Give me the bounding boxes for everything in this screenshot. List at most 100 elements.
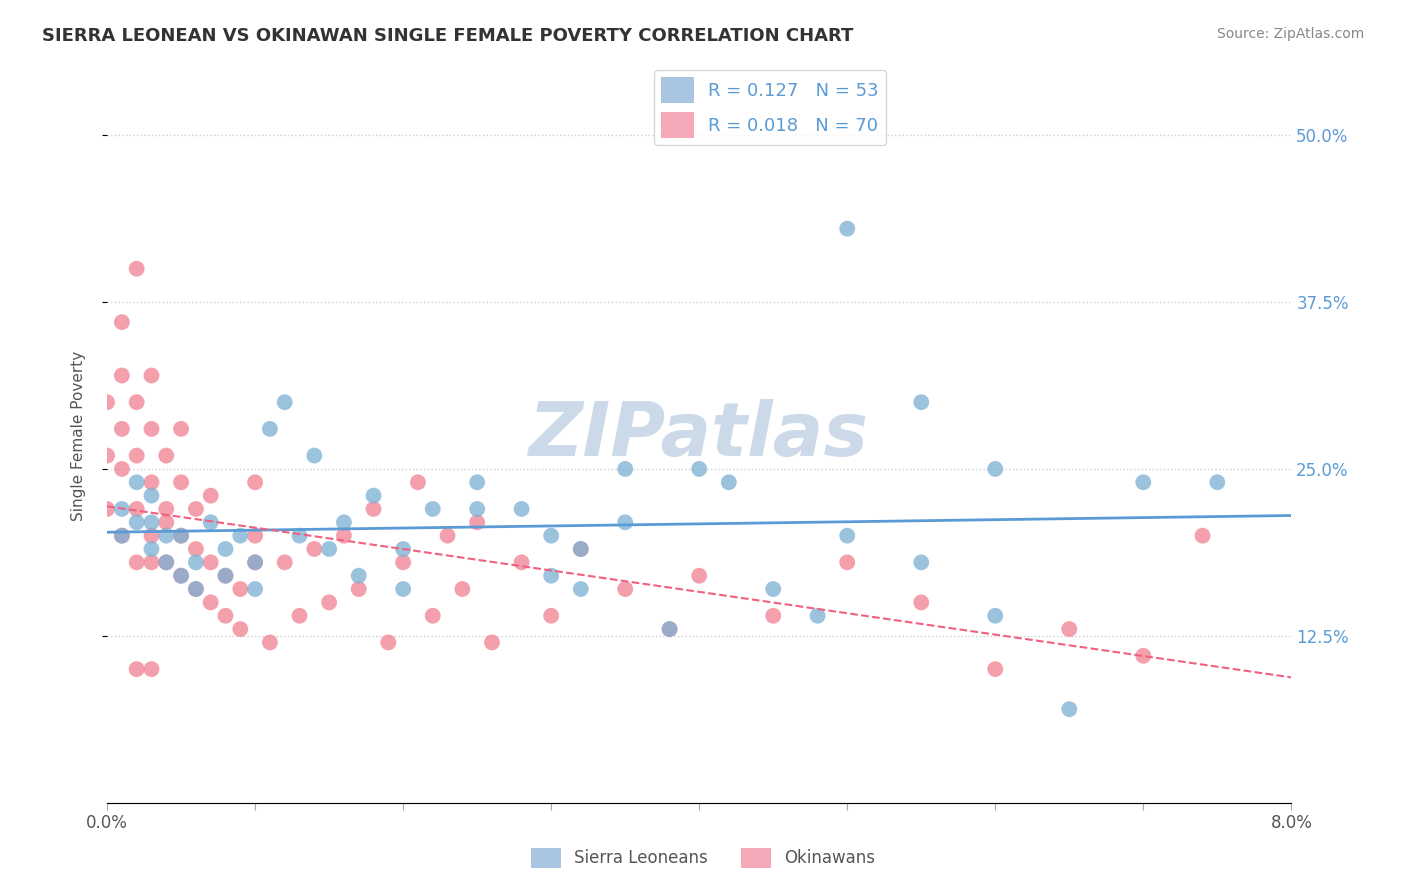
Point <box>141 475 163 490</box>
Point <box>200 516 222 530</box>
Point <box>184 555 207 569</box>
Point <box>243 529 266 543</box>
Point <box>170 529 193 543</box>
Point <box>155 516 177 530</box>
Point <box>170 568 193 582</box>
Point <box>406 475 429 490</box>
Point <box>141 541 163 556</box>
Point <box>465 516 488 530</box>
Point <box>837 529 859 543</box>
Point <box>200 555 222 569</box>
Point <box>465 475 488 490</box>
Point <box>540 568 562 582</box>
Point <box>347 568 370 582</box>
Text: ZIPatlas: ZIPatlas <box>529 399 869 472</box>
Point <box>392 541 415 556</box>
Point <box>96 449 118 463</box>
Point <box>910 595 932 609</box>
Point <box>333 529 356 543</box>
Point <box>318 595 340 609</box>
Point <box>363 489 385 503</box>
Point <box>184 582 207 596</box>
Point <box>111 529 134 543</box>
Point <box>229 582 252 596</box>
Point <box>125 516 148 530</box>
Point <box>141 368 163 383</box>
Point <box>111 368 134 383</box>
Point <box>214 568 236 582</box>
Point <box>243 475 266 490</box>
Point <box>1059 622 1081 636</box>
Point <box>214 608 236 623</box>
Point <box>984 462 1007 476</box>
Point <box>807 608 830 623</box>
Point <box>214 541 236 556</box>
Point <box>717 475 740 490</box>
Point <box>111 422 134 436</box>
Point <box>422 502 444 516</box>
Point <box>273 555 295 569</box>
Point <box>363 502 385 516</box>
Point <box>141 555 163 569</box>
Point <box>170 475 193 490</box>
Point <box>318 541 340 556</box>
Point <box>658 622 681 636</box>
Point <box>451 582 474 596</box>
Point <box>392 582 415 596</box>
Point <box>1191 529 1213 543</box>
Point <box>243 555 266 569</box>
Point <box>910 555 932 569</box>
Point <box>304 449 326 463</box>
Point <box>243 555 266 569</box>
Point <box>304 541 326 556</box>
Point <box>229 529 252 543</box>
Point <box>111 529 134 543</box>
Point <box>837 555 859 569</box>
Point <box>125 502 148 516</box>
Y-axis label: Single Female Poverty: Single Female Poverty <box>72 351 86 521</box>
Point <box>837 221 859 235</box>
Point <box>141 422 163 436</box>
Point <box>111 315 134 329</box>
Point <box>510 502 533 516</box>
Point <box>111 502 134 516</box>
Point <box>141 516 163 530</box>
Point <box>510 555 533 569</box>
Point <box>111 462 134 476</box>
Point <box>96 502 118 516</box>
Point <box>347 582 370 596</box>
Point <box>125 475 148 490</box>
Point <box>614 582 637 596</box>
Point <box>614 516 637 530</box>
Point <box>141 489 163 503</box>
Point <box>155 529 177 543</box>
Point <box>170 568 193 582</box>
Point <box>688 568 710 582</box>
Point <box>200 595 222 609</box>
Legend: Sierra Leoneans, Okinawans: Sierra Leoneans, Okinawans <box>524 841 882 875</box>
Point <box>125 555 148 569</box>
Point <box>1132 475 1154 490</box>
Point <box>273 395 295 409</box>
Point <box>436 529 458 543</box>
Point <box>200 489 222 503</box>
Legend: R = 0.127   N = 53, R = 0.018   N = 70: R = 0.127 N = 53, R = 0.018 N = 70 <box>654 70 886 145</box>
Point <box>569 541 592 556</box>
Point <box>243 582 266 596</box>
Point <box>259 635 281 649</box>
Point <box>214 568 236 582</box>
Point <box>170 422 193 436</box>
Point <box>125 449 148 463</box>
Point <box>688 462 710 476</box>
Text: SIERRA LEONEAN VS OKINAWAN SINGLE FEMALE POVERTY CORRELATION CHART: SIERRA LEONEAN VS OKINAWAN SINGLE FEMALE… <box>42 27 853 45</box>
Point <box>184 541 207 556</box>
Point <box>125 662 148 676</box>
Point <box>125 261 148 276</box>
Point <box>259 422 281 436</box>
Point <box>762 582 785 596</box>
Point <box>481 635 503 649</box>
Point <box>141 662 163 676</box>
Point <box>422 608 444 623</box>
Point <box>1132 648 1154 663</box>
Point <box>569 582 592 596</box>
